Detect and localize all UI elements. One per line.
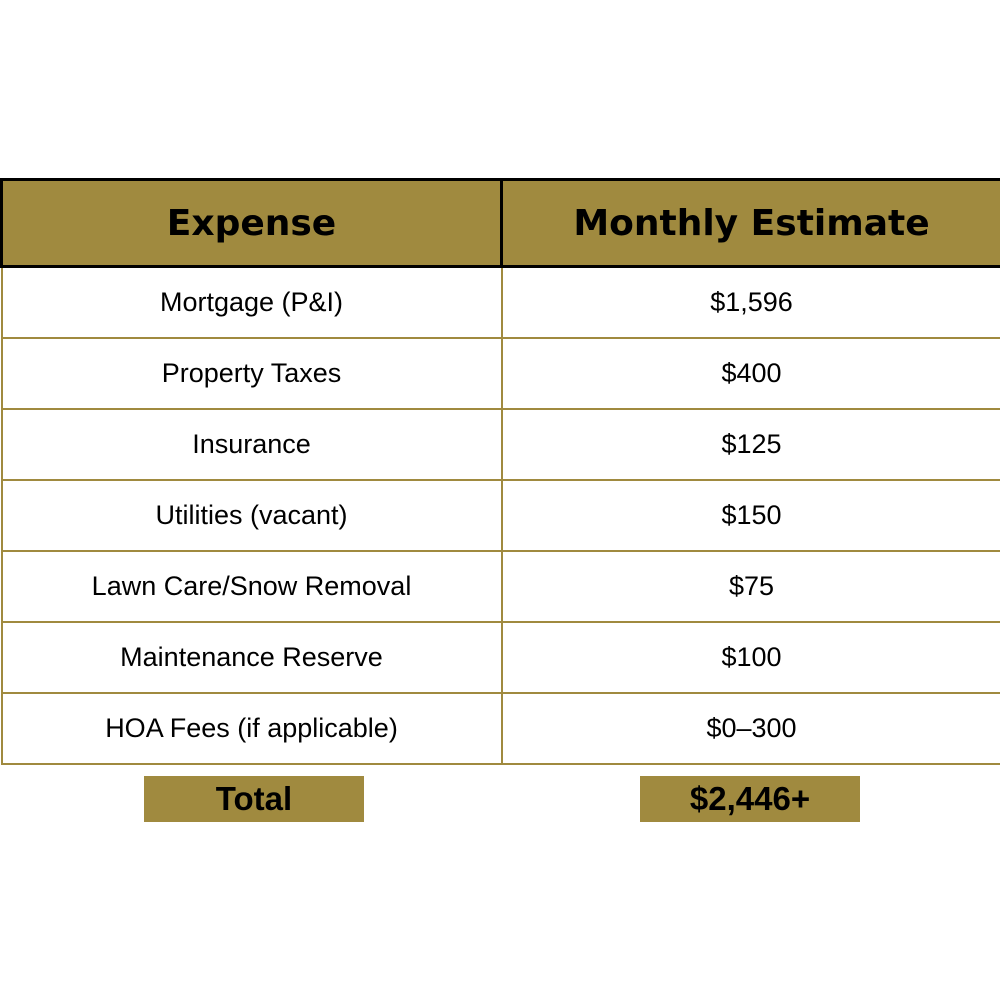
table-row: Mortgage (P&I) $1,596	[0, 265, 1000, 339]
table-row: Maintenance Reserve $100	[0, 621, 1000, 694]
expense-cell: HOA Fees (if applicable)	[0, 692, 503, 765]
estimate-cell: $400	[500, 337, 1000, 410]
expense-cell: Lawn Care/Snow Removal	[0, 550, 503, 623]
header-monthly-estimate: Monthly Estimate	[500, 178, 1000, 268]
total-value: $2,446+	[640, 776, 860, 822]
expense-cell: Mortgage (P&I)	[0, 265, 503, 339]
table-header-row: Expense Monthly Estimate	[0, 178, 1000, 268]
expense-cell: Utilities (vacant)	[0, 479, 503, 552]
total-label: Total	[144, 776, 364, 822]
expense-cell: Insurance	[0, 408, 503, 481]
expense-cell: Property Taxes	[0, 337, 503, 410]
estimate-cell: $100	[500, 621, 1000, 694]
expense-cell: Maintenance Reserve	[0, 621, 503, 694]
table-row: Utilities (vacant) $150	[0, 479, 1000, 552]
expense-table: Expense Monthly Estimate Mortgage (P&I) …	[0, 178, 1000, 765]
estimate-cell: $125	[500, 408, 1000, 481]
table-row: Insurance $125	[0, 408, 1000, 481]
table-row: HOA Fees (if applicable) $0–300	[0, 692, 1000, 765]
estimate-cell: $1,596	[500, 265, 1000, 339]
table-row: Property Taxes $400	[0, 337, 1000, 410]
estimate-cell: $75	[500, 550, 1000, 623]
estimate-cell: $0–300	[500, 692, 1000, 765]
estimate-cell: $150	[500, 479, 1000, 552]
header-expense: Expense	[0, 178, 503, 268]
table-row: Lawn Care/Snow Removal $75	[0, 550, 1000, 623]
